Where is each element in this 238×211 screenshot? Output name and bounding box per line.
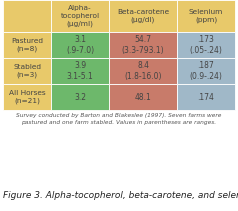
Bar [177,58,235,84]
Bar [3,32,51,58]
Bar [51,58,109,84]
Text: Pastured
(n=8): Pastured (n=8) [11,38,43,52]
Bar [177,32,235,58]
Text: Beta-carotene
(μg/dl): Beta-carotene (μg/dl) [117,9,169,23]
Text: Stabled
(n=3): Stabled (n=3) [13,64,41,78]
Text: 48.1: 48.1 [135,92,151,101]
Text: 3.2: 3.2 [74,92,86,101]
Bar [51,0,109,32]
Text: 8.4
(1.8-16.0): 8.4 (1.8-16.0) [124,61,162,81]
Bar [3,58,51,84]
Bar [3,84,51,110]
Bar [3,0,51,32]
Text: 3.1
(.9-7.0): 3.1 (.9-7.0) [66,35,94,55]
Bar [109,0,177,32]
Bar [177,84,235,110]
Text: .187
(0.9-.24): .187 (0.9-.24) [189,61,223,81]
Bar [109,32,177,58]
Text: 3.9
3.1-5.1: 3.9 3.1-5.1 [67,61,93,81]
Bar [109,84,177,110]
Bar [177,0,235,32]
Text: Selenium
(ppm): Selenium (ppm) [189,9,223,23]
Text: All Horses
(n=21): All Horses (n=21) [9,90,45,104]
Text: Alpha-
tocopherol
(μg/ml): Alpha- tocopherol (μg/ml) [60,5,99,27]
Bar [51,32,109,58]
Text: .173
(.05-.24): .173 (.05-.24) [189,35,223,55]
Text: Survey conducted by Barton and Blakeslee (1997). Seven farms were
pastured and o: Survey conducted by Barton and Blakeslee… [16,113,222,125]
Bar [51,84,109,110]
Text: 54.7
(3.3-793.1): 54.7 (3.3-793.1) [122,35,164,55]
Bar [109,58,177,84]
Text: Figure 3. Alpha-tocopherol, beta-carotene, and selenium status.: Figure 3. Alpha-tocopherol, beta-caroten… [3,191,238,199]
Text: .174: .174 [198,92,214,101]
